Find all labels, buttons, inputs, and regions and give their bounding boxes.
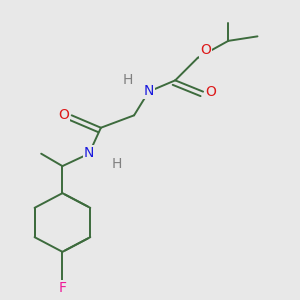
Text: H: H — [112, 157, 122, 171]
Text: O: O — [58, 108, 69, 122]
Text: N: N — [143, 84, 154, 98]
Text: O: O — [206, 85, 217, 99]
Text: F: F — [58, 281, 66, 295]
Text: H: H — [122, 74, 133, 87]
Text: O: O — [200, 43, 211, 57]
Text: N: N — [84, 146, 94, 160]
